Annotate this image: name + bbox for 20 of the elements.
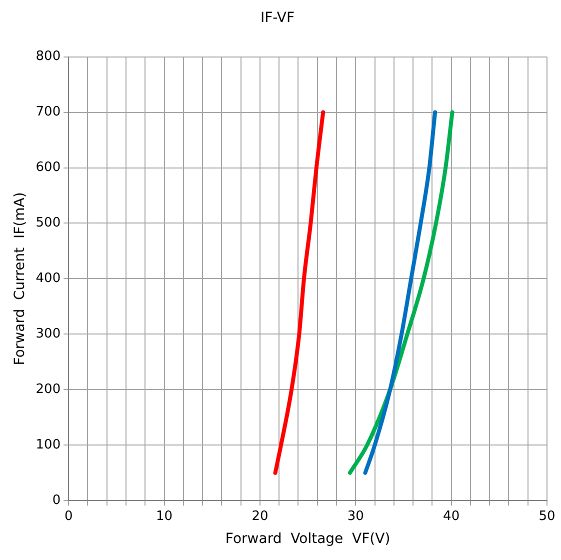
y-tick-label: 0 xyxy=(52,492,61,508)
y-tick-label: 400 xyxy=(36,271,61,286)
x-tick-label: 0 xyxy=(64,508,73,524)
y-tick-label: 600 xyxy=(36,160,61,176)
line-series xyxy=(273,110,326,475)
y-axis-title: Forward Current IF(mA) xyxy=(12,192,28,366)
line-series xyxy=(363,110,438,475)
x-axis-title: Forward Voltage VF(V) xyxy=(225,531,390,548)
y-tick-label: 200 xyxy=(36,382,61,398)
y-tick-label: 300 xyxy=(36,326,61,342)
x-tick-label: 40 xyxy=(443,508,460,524)
y-tick-label: 700 xyxy=(36,104,61,120)
x-tick-label: 10 xyxy=(156,508,173,524)
x-tick-label: 50 xyxy=(538,508,556,524)
chart-title: IF-VF xyxy=(260,10,295,26)
y-tick-label: 800 xyxy=(36,49,61,64)
y-tick-label: 100 xyxy=(36,438,61,452)
x-tick-label: 30 xyxy=(347,508,364,524)
x-tick-label: 20 xyxy=(252,508,268,524)
y-tick-label: 500 xyxy=(36,216,61,231)
